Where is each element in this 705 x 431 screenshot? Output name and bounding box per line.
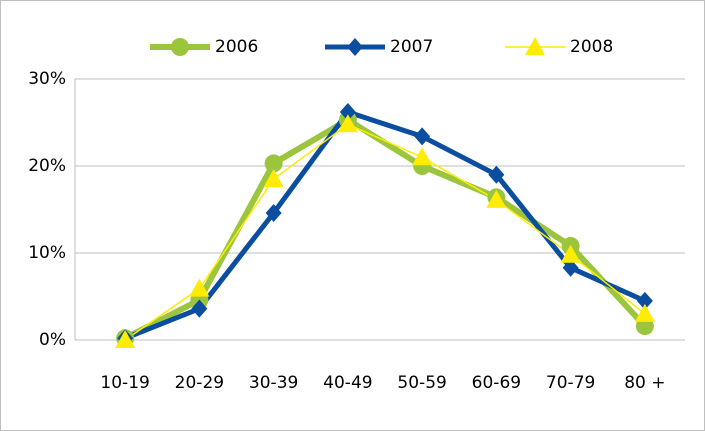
marker [263,169,284,188]
y-tick-label: 20% [28,156,66,176]
marker [191,299,208,318]
marker [562,258,579,277]
y-tick-label: 10% [28,243,66,263]
x-tick-label: 10-19 [100,373,149,393]
marker [412,147,433,166]
marker [560,244,581,263]
marker [488,165,505,184]
x-tick-label: 30-39 [249,373,298,393]
marker [486,189,507,208]
marker [347,38,363,56]
series-line [124,123,646,341]
y-tick-label: 30% [28,69,66,89]
x-tick-label: 40-49 [323,373,372,393]
marker [525,37,545,55]
marker [265,203,282,222]
marker [414,127,431,146]
marker [264,154,283,173]
marker [171,38,189,56]
x-tick-label: 80 + [624,373,665,393]
legend-label: 2008 [570,37,613,57]
marker [339,103,356,122]
series-line [123,116,648,341]
marker [115,330,136,348]
marker [636,291,653,310]
marker [634,303,655,322]
x-tick-label: 60-69 [472,373,521,393]
y-tick-label: 0% [39,330,66,350]
marker [189,278,210,297]
x-tick-label: 50-59 [397,373,446,393]
x-tick-label: 70-79 [546,373,595,393]
x-tick-label: 20-29 [175,373,224,393]
legend-label: 2007 [390,37,433,57]
series-line [124,109,646,341]
marker [337,114,358,133]
legend-label: 2006 [215,37,258,57]
